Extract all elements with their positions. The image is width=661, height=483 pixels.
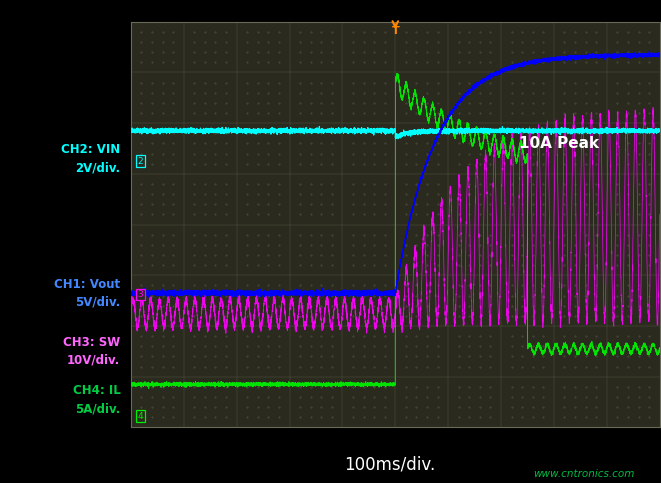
Text: 3: 3 (137, 290, 143, 299)
Text: 10A Peak: 10A Peak (519, 136, 600, 151)
Text: T: T (391, 26, 399, 36)
Text: CH4: IL
5A/div.: CH4: IL 5A/div. (73, 384, 120, 415)
Text: CH2: VIN
2V/div.: CH2: VIN 2V/div. (61, 143, 120, 174)
Text: 4: 4 (137, 412, 143, 421)
Text: 100ms/div.: 100ms/div. (344, 455, 436, 474)
Text: CH3: SW
10V/div.: CH3: SW 10V/div. (63, 336, 120, 367)
Text: CH1: Vout
5V/div.: CH1: Vout 5V/div. (54, 278, 120, 309)
Text: 2: 2 (137, 156, 143, 166)
Text: www.cntronics.com: www.cntronics.com (533, 469, 635, 479)
